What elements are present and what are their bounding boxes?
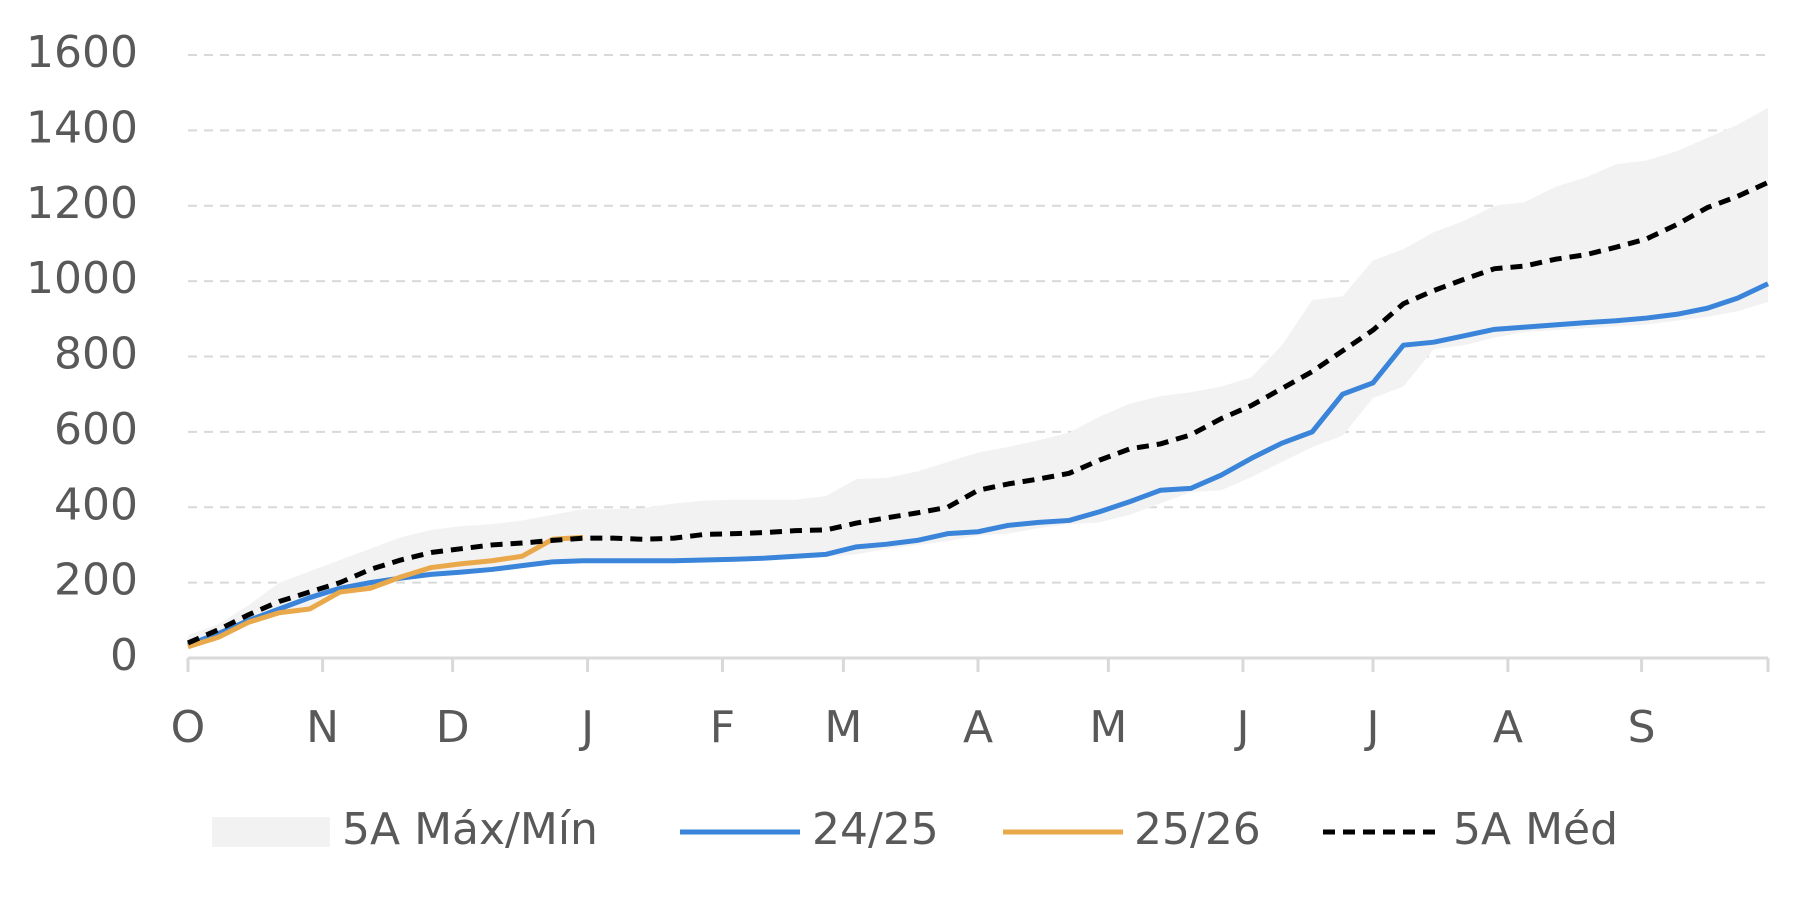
legend-label: 24/25: [812, 804, 939, 855]
range-band: [188, 107, 1768, 649]
x-tick-label: D: [436, 702, 470, 753]
x-tick-label: M: [1089, 702, 1127, 753]
x-tick-label: O: [171, 702, 206, 753]
y-tick-label: 1600: [26, 27, 138, 78]
y-tick-label: 1200: [26, 178, 138, 229]
legend-swatch: [212, 817, 330, 847]
y-tick-label: 0: [110, 630, 138, 681]
series-line: [187, 534, 584, 650]
x-tick-label: J: [1364, 702, 1380, 753]
y-tick-label: 400: [54, 479, 138, 530]
y-tick-label: 600: [54, 404, 138, 455]
x-tick-label: J: [578, 702, 594, 753]
x-tick-label: N: [306, 702, 339, 753]
series-line: [187, 180, 1770, 646]
x-tick-label: S: [1628, 702, 1656, 753]
legend-label: 5A Méd: [1453, 804, 1618, 855]
legend-label: 5A Máx/Mín: [342, 804, 598, 855]
y-tick-label: 800: [54, 329, 138, 380]
legend-label: 25/26: [1134, 804, 1261, 855]
y-tick-label: 1000: [26, 253, 138, 304]
series-line: [187, 281, 1770, 648]
y-tick-label: 200: [54, 555, 138, 606]
x-tick-label: F: [710, 702, 735, 753]
x-tick-label: A: [963, 702, 993, 753]
y-tick-label: 1400: [26, 102, 138, 153]
x-tick-label: A: [1493, 702, 1523, 753]
x-tick-label: J: [1233, 702, 1249, 753]
x-tick-label: M: [824, 702, 862, 753]
